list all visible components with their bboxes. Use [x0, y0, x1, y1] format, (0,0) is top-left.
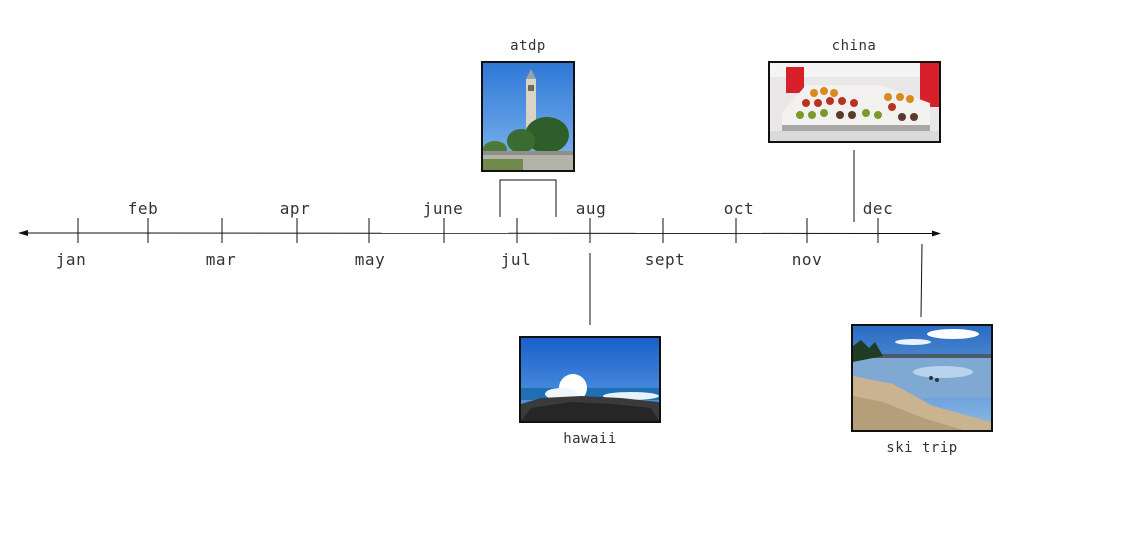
event-caption-china: china — [831, 38, 877, 54]
month-label-oct: oct — [723, 199, 755, 218]
month-label-nov: nov — [791, 250, 823, 269]
month-label-mar: mar — [205, 250, 237, 269]
month-label-feb: feb — [127, 199, 159, 218]
atdp-bracket — [499, 179, 557, 217]
campanile-tower-photo — [481, 61, 575, 172]
month-label-june: june — [422, 199, 464, 218]
month-label-jul: jul — [500, 250, 532, 269]
right-arrowhead — [932, 230, 941, 237]
lake-shore-beach-photo — [851, 324, 993, 432]
event-caption-atdp: atdp — [510, 38, 546, 54]
month-label-may: may — [354, 250, 386, 269]
left-arrowhead — [18, 230, 28, 236]
month-label-apr: apr — [279, 199, 311, 218]
month-label-sept: sept — [644, 250, 686, 269]
event-caption-hawaii: hawaii — [563, 431, 617, 447]
ocean-wave-rocks-photo — [519, 336, 661, 423]
month-label-jan: jan — [55, 250, 87, 269]
month-label-dec: dec — [862, 199, 894, 218]
event-caption-ski-trip: ski trip — [886, 440, 958, 456]
ski-trip-connector — [920, 243, 923, 318]
month-label-aug: aug — [575, 199, 607, 218]
timeline-line — [21, 232, 937, 234]
food-market-stall-photo — [768, 61, 941, 143]
